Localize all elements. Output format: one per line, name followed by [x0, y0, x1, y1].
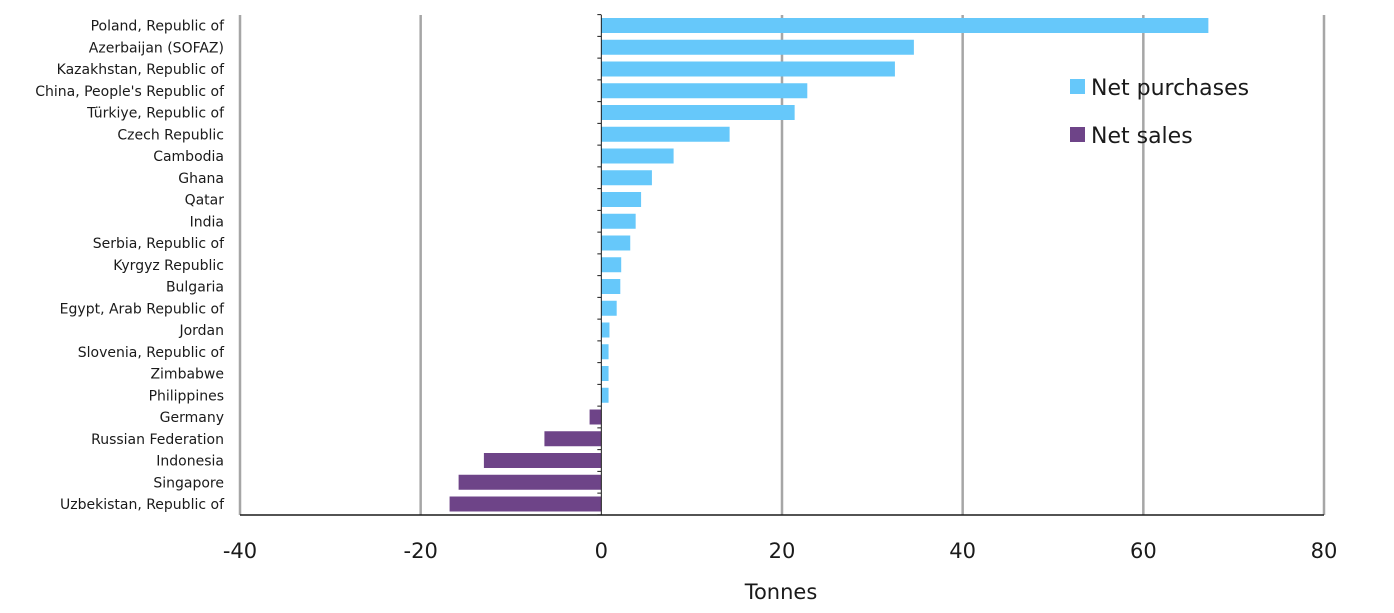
- category-labels: Poland, Republic of Azerbaijan (SOFAZ) Kaz…: [35, 19, 225, 514]
- category-label-14: Jordan: [178, 323, 224, 339]
- bar-2: [601, 61, 895, 77]
- bar-19: [544, 431, 602, 447]
- category-label-3: China, People's Republic of: [35, 84, 225, 100]
- bar-14: [601, 322, 610, 338]
- bar-20: [483, 453, 602, 468]
- bar-10: [601, 235, 631, 251]
- category-label-17: Philippines: [149, 388, 224, 404]
- bars: [449, 18, 1209, 512]
- bar-18: [589, 409, 602, 425]
- bar-16: [601, 366, 609, 381]
- category-label-10: Serbia, Republic of: [93, 236, 225, 252]
- tick-labels: -40 -20 0 20 40 60 80: [223, 539, 1338, 563]
- legend-label-1: Net sales: [1091, 124, 1193, 149]
- category-label-22: Uzbekistan, Republic of: [60, 497, 225, 513]
- bar-1: [601, 39, 914, 55]
- legend: Net purchases Net sales: [1070, 76, 1249, 149]
- category-label-18: Germany: [160, 410, 224, 426]
- legend-swatch-0: [1070, 79, 1085, 94]
- axes: [240, 14, 1324, 516]
- bar-5: [601, 126, 730, 142]
- bar-9: [601, 213, 636, 229]
- x-axis-title: Tonnes: [744, 580, 818, 604]
- category-label-12: Bulgaria: [166, 280, 224, 296]
- bar-0: [601, 18, 1209, 33]
- tick-label-0: -40: [223, 539, 257, 563]
- category-label-1: Azerbaijan (SOFAZ): [89, 40, 224, 56]
- tick-label-6: 80: [1311, 539, 1338, 563]
- category-label-4: Türkiye, Republic of: [86, 106, 225, 122]
- tick-label-4: 40: [949, 539, 976, 563]
- bar-6: [601, 148, 674, 164]
- category-label-15: Slovenia, Republic of: [78, 345, 225, 361]
- category-label-13: Egypt, Arab Republic of: [60, 301, 225, 317]
- bar-12: [601, 279, 621, 294]
- category-label-6: Cambodia: [153, 149, 224, 165]
- category-label-20: Indonesia: [156, 454, 224, 470]
- tick-label-5: 60: [1130, 539, 1157, 563]
- gridlines: [238, 15, 1326, 515]
- category-label-21: Singapore: [153, 475, 224, 491]
- category-label-5: Czech Republic: [117, 127, 224, 143]
- category-label-11: Kyrgyz Republic: [113, 258, 224, 274]
- bar-17: [601, 387, 609, 403]
- category-label-16: Zimbabwe: [150, 367, 224, 383]
- bar-15: [601, 344, 609, 360]
- tick-label-2: 0: [595, 539, 608, 563]
- legend-label-0: Net purchases: [1091, 76, 1249, 101]
- bar-22: [449, 496, 602, 512]
- bar-3: [601, 83, 808, 99]
- bar-8: [601, 192, 642, 207]
- bar-13: [601, 300, 617, 316]
- bar-7: [601, 170, 652, 186]
- category-label-9: India: [190, 214, 224, 230]
- tick-label-3: 20: [769, 539, 796, 563]
- tick-label-1: -20: [404, 539, 438, 563]
- category-label-19: Russian Federation: [91, 432, 224, 448]
- legend-swatch-1: [1070, 127, 1085, 142]
- category-label-0: Poland, Republic of: [91, 19, 225, 35]
- category-label-2: Kazakhstan, Republic of: [57, 62, 225, 78]
- category-label-7: Ghana: [178, 171, 224, 187]
- category-label-8: Qatar: [185, 193, 225, 209]
- bar-11: [601, 257, 622, 273]
- bar-21: [458, 474, 602, 490]
- bar-4: [601, 105, 795, 120]
